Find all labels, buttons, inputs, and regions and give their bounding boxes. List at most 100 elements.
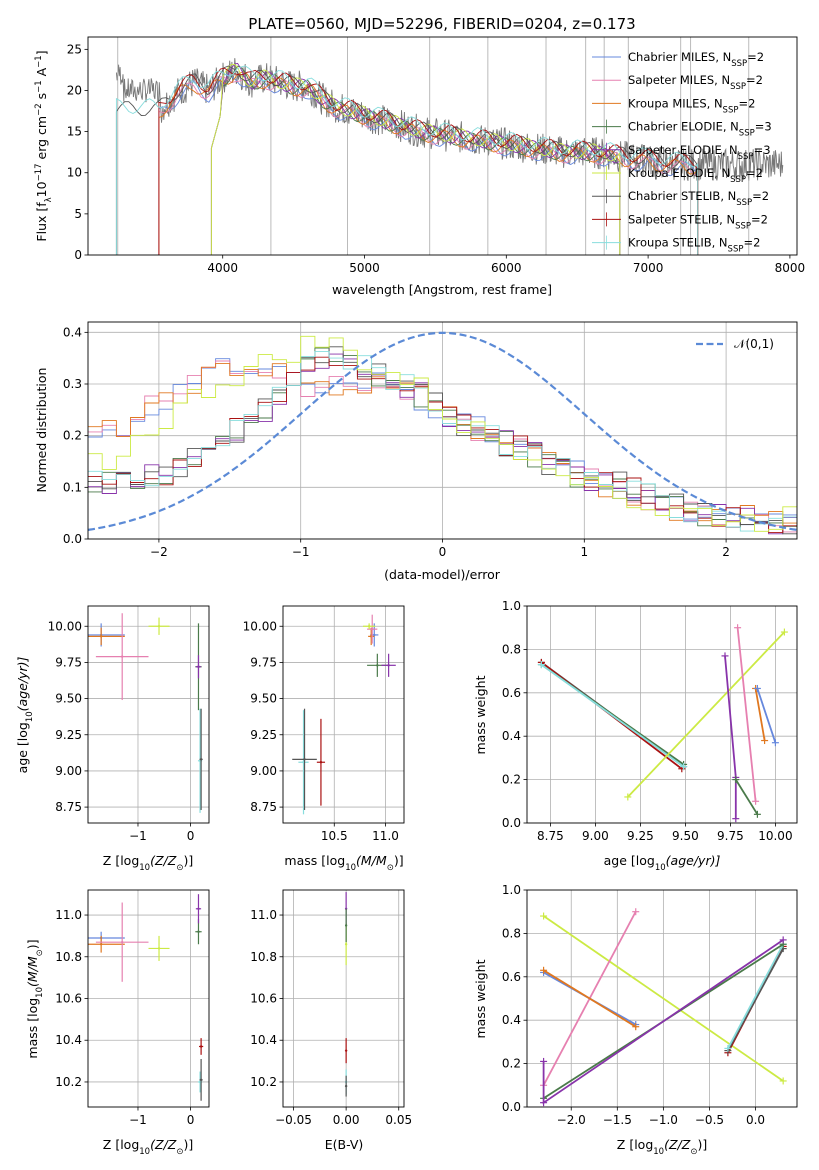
panel-mass_vs_Z: −1 0 10.2 10.4 10.6 10.8 11.0 Z [log10(Z/Z⊙)] ma… bbox=[25, 889, 210, 1157]
data-point bbox=[344, 924, 348, 927]
point-kroupa_miles bbox=[368, 627, 375, 646]
point-salpeter_stelib bbox=[344, 1038, 348, 1064]
y-tick-label: 0.0 bbox=[502, 816, 521, 830]
x-tick-label: 9.75 bbox=[717, 829, 744, 843]
point-salpeter_elodie bbox=[195, 655, 202, 679]
data-point bbox=[344, 1084, 348, 1088]
weight-line bbox=[540, 663, 685, 768]
plot-area bbox=[283, 890, 404, 1107]
axes-frame bbox=[282, 889, 405, 1108]
y-axis-label: mass weight bbox=[473, 675, 488, 754]
model-spectrum-chabrier_stelib bbox=[115, 65, 699, 255]
legend-label-salpeter_elodie: Salpeter ELODIE, NSSP=3 bbox=[628, 143, 771, 162]
point-chabrier_elodie bbox=[344, 908, 348, 943]
y-tick-label: 0.6 bbox=[502, 686, 521, 700]
y-tick-label: 0.8 bbox=[502, 642, 521, 656]
weight-line bbox=[754, 688, 766, 741]
y-tick-label: 9.75 bbox=[55, 655, 82, 669]
point-salpeter_elodie bbox=[381, 653, 396, 677]
x-tick-label: 2 bbox=[722, 545, 730, 559]
weight-series-chabrier_miles bbox=[753, 684, 779, 747]
y-tick-label: 8.75 bbox=[55, 800, 82, 814]
y-tick-label: 10.8 bbox=[250, 950, 277, 964]
x-tick-label: 4000 bbox=[207, 261, 238, 275]
y-tick-label: 10.2 bbox=[55, 1075, 82, 1089]
x-tick-label: 8000 bbox=[775, 261, 806, 275]
y-tick-label: 20 bbox=[67, 83, 82, 97]
y-tick-label: 9.50 bbox=[250, 692, 277, 706]
legend-label-salpeter_miles: Salpeter MILES, NSSP=2 bbox=[628, 73, 763, 92]
panel-mass_vs_ebv: −0.05 0.00 0.05 10.2 10.4 10.6 10.8 11.0 E(B-V) bbox=[250, 889, 412, 1152]
x-axis-label: E(B-V) bbox=[325, 1137, 364, 1152]
axes-frame bbox=[526, 889, 798, 1108]
x-tick-label: 9.00 bbox=[582, 829, 609, 843]
point-kroupa_miles bbox=[88, 935, 125, 953]
panel-weight_vs_age: 8.75 9.00 9.25 9.50 9.75 10.00 0.0 0.2 0.4 0.6 0.8… bbox=[473, 599, 798, 873]
point-kroupa_stelib bbox=[298, 710, 309, 815]
plot-area bbox=[88, 322, 797, 539]
data-point bbox=[99, 635, 103, 638]
axes-frame bbox=[87, 605, 210, 824]
x-axis-label: wavelength [Angstrom, rest frame] bbox=[332, 282, 552, 297]
gridlines bbox=[527, 606, 797, 823]
y-tick-label: 1.0 bbox=[502, 599, 521, 613]
x-tick-label: −1.0 bbox=[649, 1113, 678, 1127]
y-tick-label: 10.4 bbox=[250, 1033, 277, 1047]
axes-frame bbox=[87, 321, 798, 540]
data-point bbox=[99, 943, 103, 946]
weight-line bbox=[735, 779, 759, 815]
x-tick-label: 11.0 bbox=[372, 829, 399, 843]
plot-area bbox=[88, 606, 209, 823]
histogram-kroupa_elodie bbox=[88, 335, 797, 532]
data-point bbox=[120, 940, 124, 944]
y-axis-label: mass [log10(M/M⊙)] bbox=[25, 939, 45, 1058]
x-tick-label: 6000 bbox=[491, 261, 522, 275]
gridlines bbox=[88, 322, 797, 539]
y-tick-label: 11.0 bbox=[250, 908, 277, 922]
y-tick-label: 9.50 bbox=[55, 692, 82, 706]
x-tick-label: −2 bbox=[150, 545, 168, 559]
x-axis-label: Z [log10(Z/Z⊙)] bbox=[103, 853, 193, 873]
y-tick-label: 15 bbox=[67, 125, 82, 139]
y-axis-label: Flux [fλ10−17 erg cm−2 s−1 A−1] bbox=[34, 50, 54, 241]
panel-age_vs_mass: 10.5 11.0 8.75 9.00 9.25 9.50 9.75 10.00 mass [l… bbox=[243, 605, 405, 873]
plot-area bbox=[283, 606, 404, 823]
weight-series-salpeter_miles bbox=[734, 624, 760, 805]
y-tick-label: 1.0 bbox=[502, 883, 521, 897]
weight-series-kroupa_stelib bbox=[537, 661, 688, 771]
x-tick-label: 9.25 bbox=[627, 829, 654, 843]
y-tick-label: 10.00 bbox=[243, 619, 277, 633]
y-tick-label: 9.00 bbox=[55, 764, 82, 778]
x-tick-label: 10.5 bbox=[321, 829, 348, 843]
y-tick-label: 5 bbox=[74, 207, 82, 221]
legend-label-kroupa_stelib: Kroupa STELIB, NSSP=2 bbox=[628, 236, 760, 255]
y-tick-label: 0.8 bbox=[502, 926, 521, 940]
y-tick-label: 0.1 bbox=[63, 480, 82, 494]
x-tick-label: 0 bbox=[187, 1113, 195, 1127]
y-tick-label: 0.6 bbox=[502, 970, 521, 984]
point-chabrier_stelib bbox=[199, 708, 203, 810]
x-tick-label: 0 bbox=[439, 545, 447, 559]
weight-series-kroupa_elodie bbox=[624, 628, 788, 801]
model-spectrum-kroupa_elodie bbox=[210, 63, 621, 255]
y-tick-label: 9.25 bbox=[250, 728, 277, 742]
model-spectrum-salpeter_stelib bbox=[158, 67, 699, 255]
data-point bbox=[344, 1049, 348, 1052]
x-tick-label: −1 bbox=[129, 1113, 147, 1127]
weight-line bbox=[627, 631, 786, 798]
data-point bbox=[376, 664, 379, 667]
weight-line bbox=[543, 969, 637, 1028]
y-tick-label: 10.00 bbox=[48, 619, 82, 633]
y-tick-label: 0.3 bbox=[63, 377, 82, 391]
x-tick-label: 0.05 bbox=[385, 1113, 412, 1127]
x-axis-label: Z [log10(Z/Z⊙)] bbox=[103, 1137, 193, 1157]
data-point bbox=[197, 665, 200, 668]
y-tick-label: 0.0 bbox=[63, 532, 82, 546]
x-tick-label: 10.00 bbox=[758, 829, 792, 843]
weight-line bbox=[543, 915, 784, 1082]
x-tick-label: −0.5 bbox=[695, 1113, 724, 1127]
y-axis-label: Normed distribution bbox=[34, 368, 49, 493]
legend-label-salpeter_stelib: Salpeter STELIB, NSSP=2 bbox=[628, 212, 768, 231]
legend-label-chabrier_elodie: Chabrier ELODIE, NSSP=3 bbox=[628, 120, 772, 139]
